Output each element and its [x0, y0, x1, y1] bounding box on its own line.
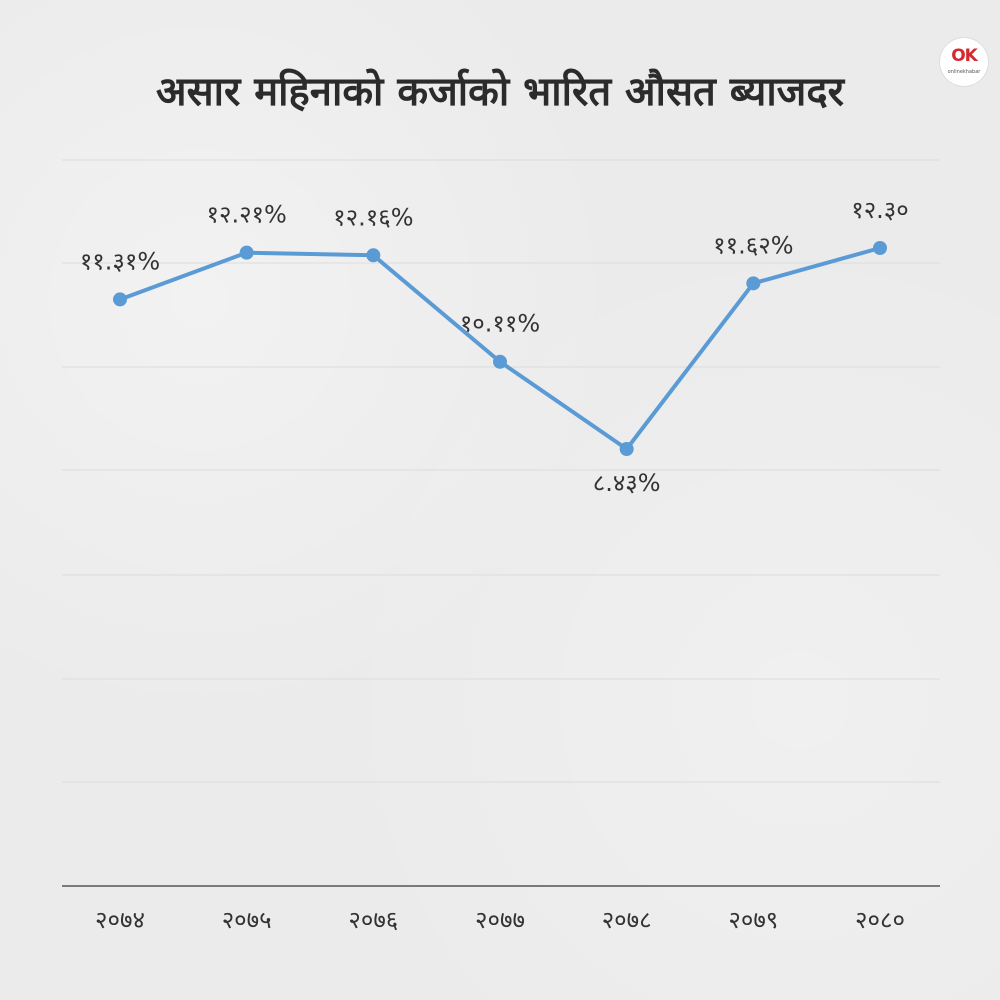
data-label: १२.१६%: [333, 203, 413, 231]
series-line: [118, 246, 882, 451]
chart-title: असार महिनाको कर्जाको भारित औसत ब्याजदर: [156, 69, 844, 115]
data-point: [619, 442, 634, 456]
data-point: [493, 354, 507, 369]
data-point: [746, 276, 761, 291]
logo-text: onlinekhabar: [947, 69, 981, 75]
x-tick-label: २०७७: [475, 906, 525, 934]
data-point: [873, 241, 887, 255]
data-point: [113, 292, 127, 307]
x-tick-label: २०८०: [855, 906, 905, 934]
data-point: [239, 245, 254, 260]
data-point: [366, 248, 381, 263]
data-label: ८.४३%: [593, 469, 661, 497]
data-label: १२.३०: [851, 196, 909, 224]
data-label: १०.११%: [460, 310, 540, 338]
x-tick-label: २०७६: [348, 906, 398, 934]
x-tick-label: २०७५: [222, 906, 272, 934]
x-tick-label: २०७४: [95, 906, 145, 934]
data-label: ११.३१%: [80, 247, 160, 275]
logo-mark: OK: [951, 46, 978, 66]
x-tick-label: २०७९: [728, 906, 778, 934]
data-label: १२.२१%: [206, 201, 286, 229]
x-tick-label: २०७८: [602, 906, 652, 934]
data-label: ११.६२%: [713, 231, 793, 259]
onlinekhabar-logo: OK onlinekhabar: [940, 38, 988, 86]
